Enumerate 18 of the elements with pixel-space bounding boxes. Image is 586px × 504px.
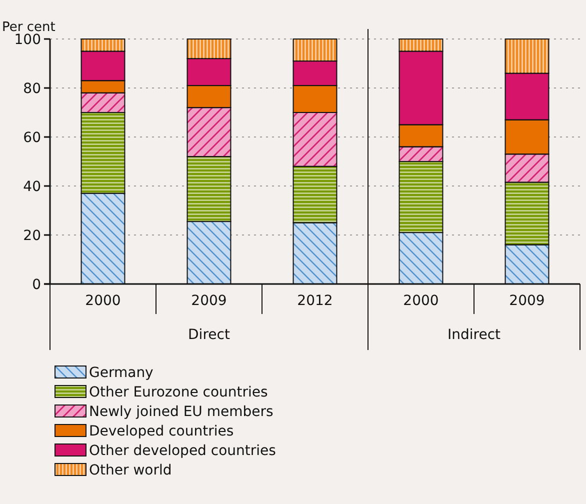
x-axis-title: Indirect <box>447 327 502 343</box>
legend-label: Other developed countries <box>89 442 276 459</box>
x-axis-title: Direct <box>188 327 230 343</box>
y-tick-label: 80 <box>23 80 41 97</box>
x-tick-label: 2000 <box>403 293 439 309</box>
x-tick-label: 2000 <box>85 293 121 309</box>
x-tick-label: 2012 <box>297 293 333 309</box>
x-tick-label: 2009 <box>191 293 227 309</box>
y-tick-label: 40 <box>23 178 41 195</box>
y-tick-label: 20 <box>23 228 41 244</box>
legend-label: Newly joined EU members <box>89 404 274 420</box>
legend-label: Developed countries <box>89 423 234 440</box>
legend-label: Other Eurozone countries <box>89 384 268 400</box>
legend-label: Other world <box>89 462 172 478</box>
legend-label: Germany <box>89 364 154 381</box>
y-tick-label: 60 <box>23 130 41 146</box>
x-tick-label: 2009 <box>509 293 545 309</box>
y-tick-label: 0 <box>32 276 41 293</box>
